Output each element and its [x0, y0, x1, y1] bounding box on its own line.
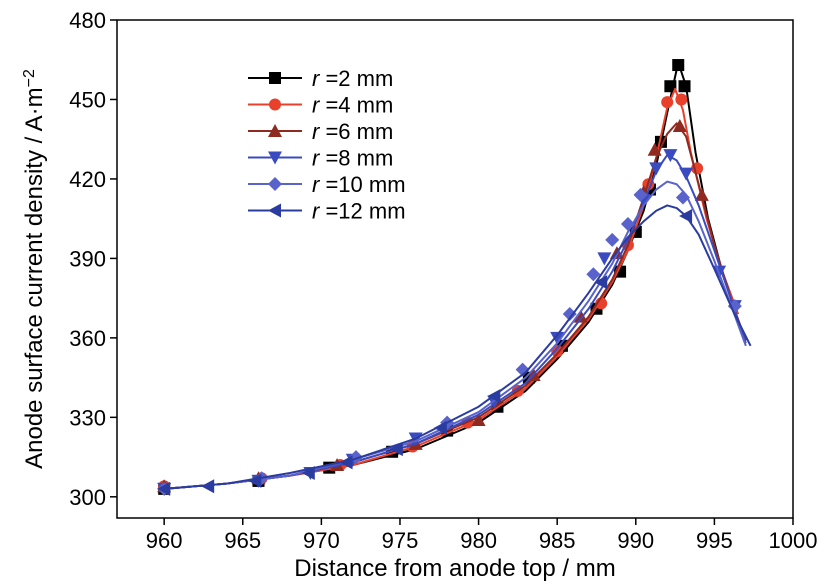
data-point — [157, 481, 171, 496]
legend-label-variable: r — [312, 146, 321, 171]
x-tick-label: 980 — [460, 528, 497, 553]
plot-area — [116, 19, 794, 519]
legend-swatch-marker — [268, 151, 282, 165]
x-tick-label: 1000 — [769, 528, 818, 553]
data-point — [678, 80, 691, 93]
y-tick-label: 390 — [69, 246, 106, 271]
legend-label-variable: r — [312, 199, 321, 224]
data-point — [605, 232, 620, 247]
legend-label-variable: r — [312, 66, 321, 91]
legend-swatch-marker — [268, 124, 282, 137]
data-point — [620, 216, 635, 231]
data-point — [679, 209, 693, 224]
data-point — [433, 420, 447, 435]
data-point — [471, 412, 486, 426]
legend-item: r =6 mm — [248, 119, 393, 144]
y-tick-label: 330 — [69, 405, 106, 430]
series-line — [164, 180, 747, 490]
data-point — [727, 299, 742, 314]
data-point — [594, 275, 608, 290]
y-axis-title: Anode surface current density / A·m−2 — [21, 69, 49, 469]
data-point — [487, 389, 501, 404]
data-point — [649, 162, 664, 176]
y-tick-label: 420 — [69, 167, 106, 192]
series-layer — [157, 59, 752, 496]
legend-label-variable: r — [312, 172, 321, 197]
series-line — [164, 87, 739, 490]
data-point — [201, 479, 215, 494]
legend-label-value: =2 mm — [319, 66, 393, 91]
legend-label-value: =12 mm — [319, 199, 405, 224]
data-point — [562, 307, 577, 322]
data-point — [389, 442, 403, 457]
legend-swatch-marker — [268, 177, 282, 191]
series-6 — [157, 204, 752, 496]
legend-item: r =8 mm — [248, 146, 393, 171]
legend-item: r =2 mm — [248, 66, 393, 91]
x-tick-label: 990 — [617, 528, 654, 553]
legend-item: r =12 mm — [248, 199, 406, 224]
y-axis-title-main: Anode surface current density / A·m — [21, 87, 48, 469]
data-point — [339, 455, 353, 470]
legend-label: r =10 mm — [312, 172, 406, 197]
legend-label: r =8 mm — [312, 146, 393, 171]
y-tick-label: 360 — [69, 326, 106, 351]
data-point — [672, 59, 685, 72]
legend-swatch-marker — [269, 72, 281, 84]
data-point — [301, 465, 315, 480]
legend-label: r =12 mm — [312, 199, 406, 224]
legend-label-value: =4 mm — [319, 93, 393, 118]
y-tick-label: 480 — [69, 8, 106, 33]
legend-item: r =10 mm — [248, 172, 406, 197]
legend-label: r =4 mm — [312, 93, 393, 118]
legend-label-value: =10 mm — [319, 172, 405, 197]
series-4 — [157, 149, 747, 496]
data-point — [551, 345, 564, 358]
data-point — [647, 142, 662, 156]
data-point — [248, 473, 262, 488]
data-point — [663, 149, 678, 163]
data-point — [586, 267, 601, 282]
x-tick-label: 975 — [382, 528, 419, 553]
data-point — [633, 187, 648, 202]
y-tick-label: 450 — [69, 87, 106, 112]
x-axis-title: Distance from anode top / mm — [294, 555, 615, 582]
legend-label-value: =8 mm — [319, 146, 393, 171]
x-tick-label: 960 — [146, 528, 183, 553]
data-point — [597, 252, 612, 266]
legend-item: r =4 mm — [248, 93, 393, 118]
y-axis-title-superscript: −2 — [21, 69, 38, 87]
x-tick-label: 965 — [224, 528, 261, 553]
series-line — [164, 154, 747, 490]
data-point — [694, 187, 709, 201]
series-5 — [157, 180, 747, 496]
x-tick-label: 985 — [539, 528, 576, 553]
axis-ticks: 960 965 970 975 980 985 990 995 1000 300 330 360 390… — [69, 8, 817, 553]
legend-swatch-marker — [268, 203, 281, 218]
data-point — [573, 309, 588, 323]
y-tick-label: 300 — [69, 485, 106, 510]
legend-swatch-marker — [269, 98, 281, 111]
legend-label-value: =6 mm — [319, 119, 393, 144]
data-point — [550, 331, 565, 345]
data-point — [675, 93, 688, 106]
data-point — [679, 167, 694, 181]
data-point — [672, 118, 687, 132]
series-line — [164, 204, 752, 490]
legend-label-variable: r — [312, 93, 321, 118]
legend-label: r =2 mm — [312, 66, 393, 91]
legend: r =2 mmr =4 mmr =6 mmr =8 mmr =10 mmr =1… — [248, 66, 406, 224]
data-point — [664, 80, 677, 93]
x-tick-label: 970 — [303, 528, 340, 553]
data-point — [661, 96, 674, 109]
data-point — [675, 190, 690, 205]
legend-label-variable: r — [312, 119, 321, 144]
series-line — [164, 122, 747, 490]
x-tick-label: 995 — [696, 528, 733, 553]
legend-label: r =6 mm — [312, 119, 393, 144]
